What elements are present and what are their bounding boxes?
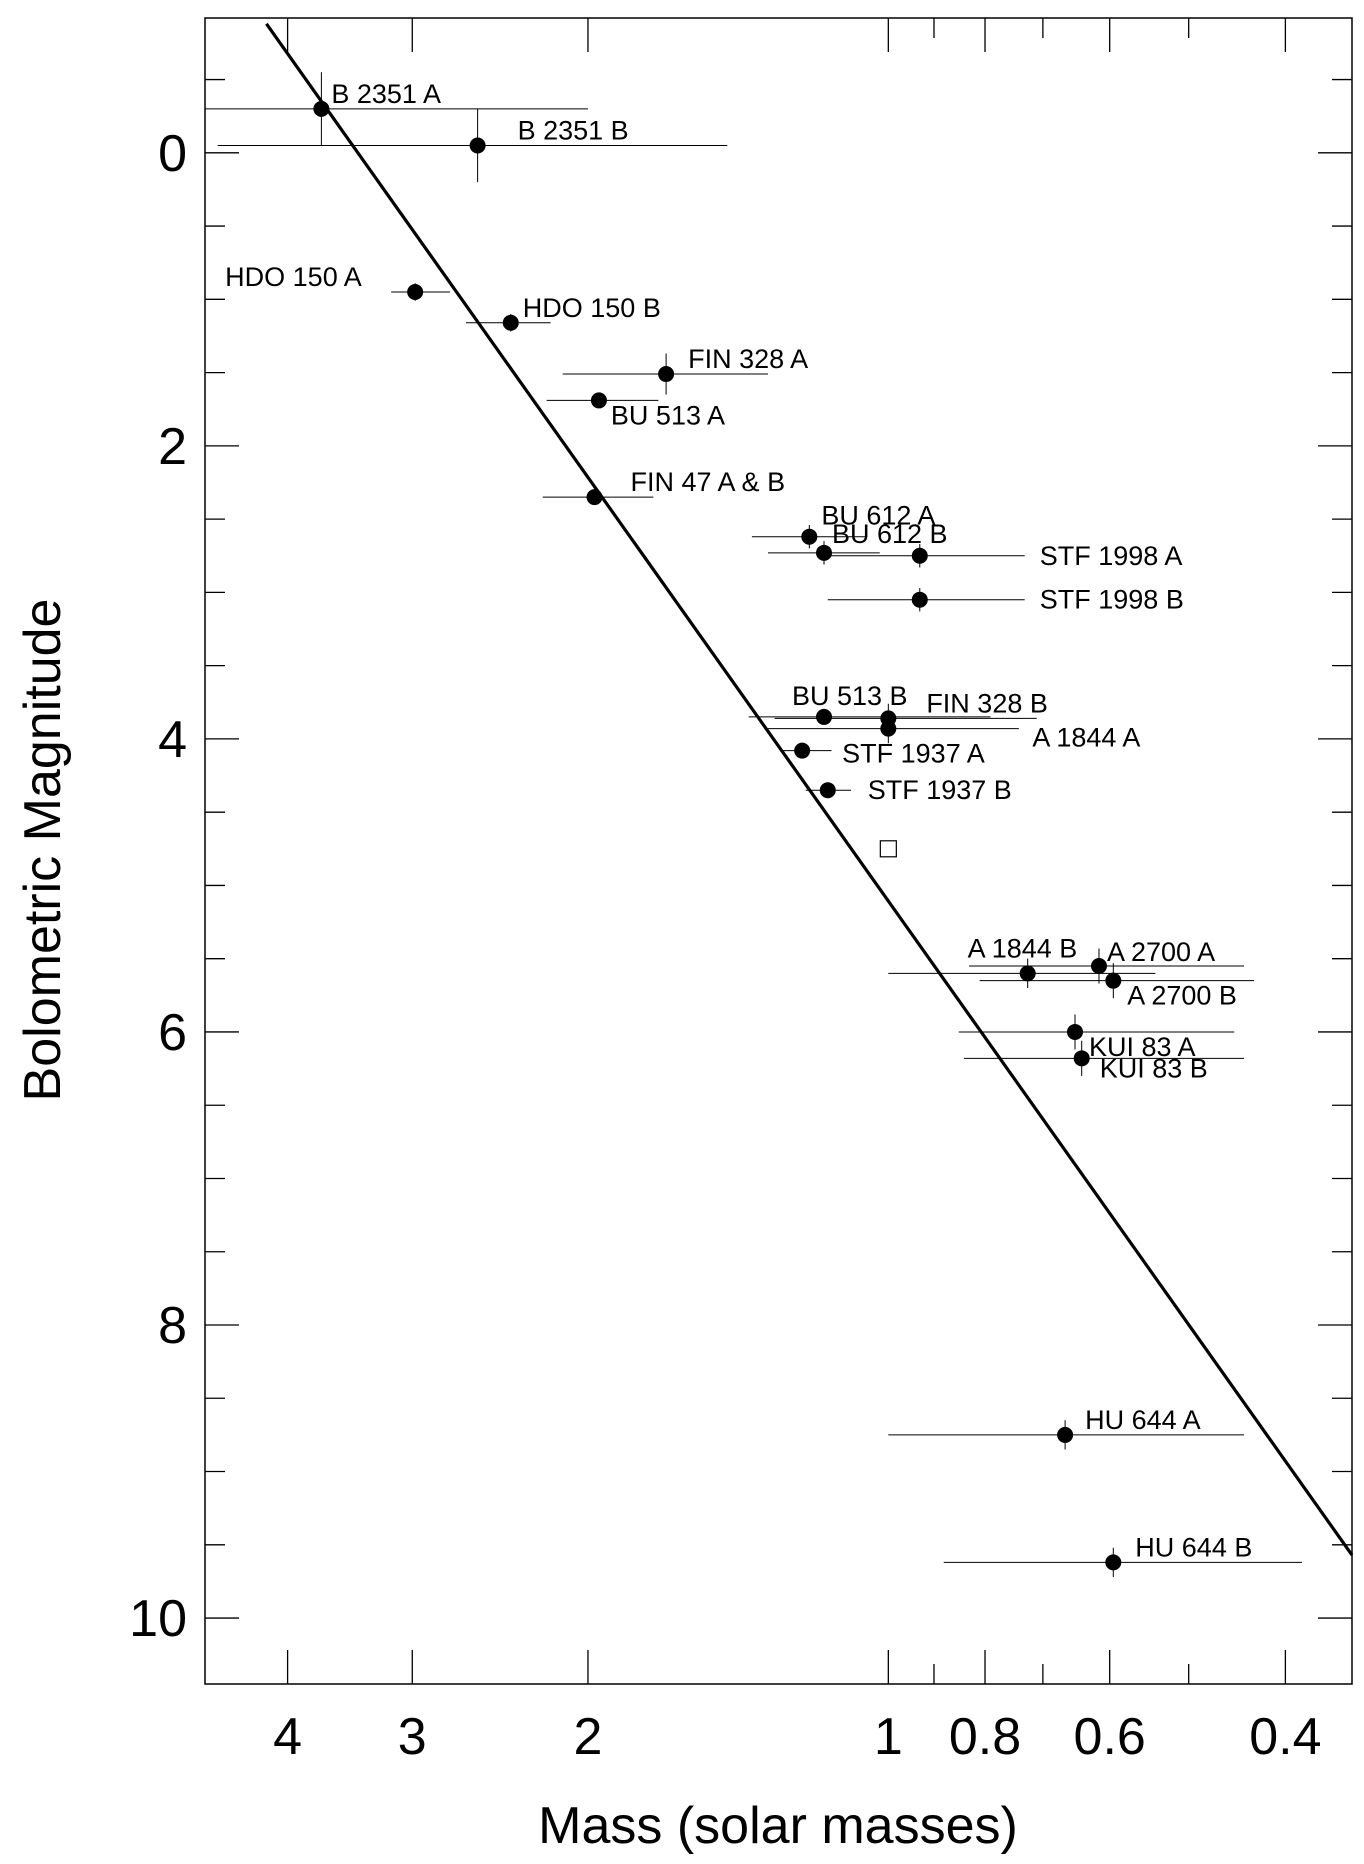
sun-marker bbox=[879, 840, 897, 858]
y-tick-label: 6 bbox=[158, 1004, 187, 1062]
data-point bbox=[819, 782, 836, 799]
point-label: BU 513 A bbox=[611, 400, 725, 430]
point-label: A 2700 A bbox=[1107, 937, 1215, 967]
data-point bbox=[1066, 1023, 1083, 1040]
axis-ticks: 4 3 2 1 0.8 0.6 0.4 0 2 4 6 8 10 bbox=[129, 18, 1352, 1766]
point-label: A 1844 A bbox=[1032, 723, 1140, 753]
data-point bbox=[407, 284, 424, 301]
point-label: A 1844 B bbox=[968, 933, 1078, 963]
data-point bbox=[801, 528, 818, 545]
point-label: FIN 328 A bbox=[688, 344, 808, 374]
point-label: STF 1937 B bbox=[868, 775, 1012, 805]
y-tick-label: 4 bbox=[158, 711, 187, 769]
data-point bbox=[911, 547, 928, 564]
data-point bbox=[794, 742, 811, 759]
point-label: HDO 150 B bbox=[523, 293, 661, 323]
point-label: STF 1937 A bbox=[842, 739, 985, 769]
data-point bbox=[469, 137, 486, 154]
plot-border bbox=[204, 17, 1353, 1685]
x-tick-label: 3 bbox=[398, 1708, 427, 1766]
data-point bbox=[1019, 965, 1036, 982]
point-label: HU 644 B bbox=[1135, 1532, 1252, 1562]
point-label: BU 612 A bbox=[821, 501, 935, 531]
data-point bbox=[1057, 1426, 1074, 1443]
point-label: FIN 47 A & B bbox=[631, 467, 786, 497]
y-tick-label: 8 bbox=[158, 1297, 187, 1355]
data-point bbox=[502, 314, 519, 331]
x-tick-label: 2 bbox=[574, 1708, 603, 1766]
point-label: BU 513 B bbox=[792, 681, 908, 711]
data-point bbox=[586, 489, 603, 506]
point-label: HDO 150 A bbox=[225, 262, 362, 292]
data-point bbox=[658, 366, 675, 383]
point-label: B 2351 B bbox=[518, 115, 629, 145]
plot-frame bbox=[204, 17, 1353, 1685]
x-axis-title: Mass (solar masses) bbox=[538, 1797, 1018, 1855]
y-tick-label: 0 bbox=[158, 125, 187, 183]
point-label: KUI 83 A bbox=[1089, 1032, 1196, 1062]
fit-line bbox=[265, 22, 1354, 1556]
y-axis-title: Bolometric Magnitude bbox=[14, 599, 72, 1102]
point-label: KUI 83 B bbox=[1100, 1053, 1208, 1083]
x-tick-label: 0.4 bbox=[1249, 1708, 1321, 1766]
y-tick-label: 2 bbox=[158, 418, 187, 476]
point-label: STF 1998 A bbox=[1040, 541, 1183, 571]
data-point bbox=[880, 720, 897, 737]
data-point bbox=[816, 708, 833, 725]
data-point bbox=[1105, 972, 1122, 989]
point-label: B 2351 A bbox=[331, 79, 441, 109]
data-point bbox=[816, 544, 833, 561]
data-points bbox=[313, 100, 1122, 1571]
x-tick-label: 1 bbox=[874, 1708, 903, 1766]
error-bars bbox=[205, 72, 1302, 1578]
point-label: A 2700 B bbox=[1127, 981, 1237, 1011]
data-point bbox=[1090, 958, 1107, 975]
x-tick-label: 0.8 bbox=[949, 1708, 1021, 1766]
y-tick-label: 10 bbox=[129, 1590, 187, 1648]
fit-line-layer bbox=[265, 22, 1354, 1556]
point-labels: B 2351 A B 2351 B HDO 150 A HDO 150 B FIN 32… bbox=[225, 79, 1252, 1563]
point-label: STF 1998 B bbox=[1040, 585, 1184, 615]
point-label: HU 644 A bbox=[1085, 1405, 1201, 1435]
x-tick-label: 0.6 bbox=[1074, 1708, 1146, 1766]
point-label: FIN 328 B bbox=[926, 688, 1048, 718]
data-point bbox=[590, 392, 607, 409]
data-point bbox=[1105, 1554, 1122, 1571]
point-label: BU 612 B bbox=[832, 519, 948, 549]
data-point bbox=[1073, 1050, 1090, 1067]
x-tick-label: 4 bbox=[273, 1708, 302, 1766]
data-point bbox=[313, 100, 330, 117]
data-point bbox=[911, 591, 928, 608]
